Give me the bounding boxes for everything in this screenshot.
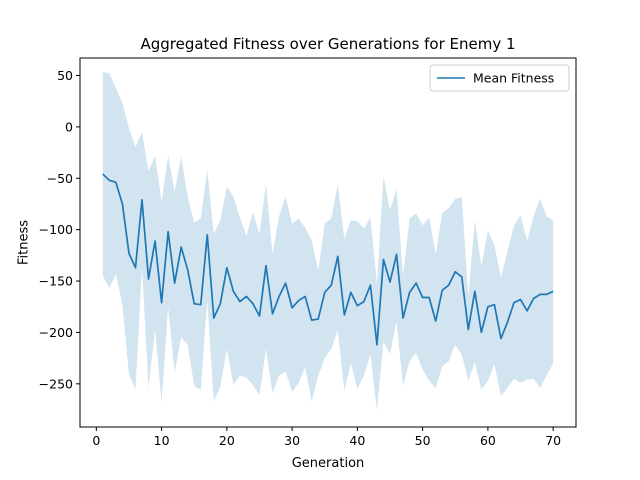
legend-label: Mean Fitness <box>473 71 554 86</box>
legend-box <box>429 64 570 92</box>
y-tick-label: −250 <box>39 376 73 391</box>
y-tick-label: −100 <box>39 222 73 237</box>
x-tick-label: 30 <box>284 433 300 448</box>
x-tick-label: 60 <box>480 433 496 448</box>
x-tick-label: 50 <box>415 433 431 448</box>
x-axis-label: Generation <box>292 456 365 471</box>
y-tick-label: 0 <box>65 119 73 134</box>
legend: Mean Fitness <box>429 64 570 92</box>
y-axis-label: Fitness <box>17 220 32 265</box>
y-tick-label: −50 <box>47 171 73 186</box>
y-tick-label: 50 <box>57 68 73 83</box>
x-tick-label: 20 <box>219 433 235 448</box>
y-tick-label: −150 <box>39 274 73 289</box>
x-tick-label: 10 <box>154 433 170 448</box>
x-tick-label: 0 <box>92 433 100 448</box>
plot-area <box>102 72 554 411</box>
y-tick-label: −200 <box>39 325 73 340</box>
chart-title: Aggregated Fitness over Generations for … <box>140 35 515 53</box>
x-tick-label: 70 <box>545 433 561 448</box>
x-tick-label: 40 <box>349 433 365 448</box>
fitness-range-band <box>102 72 554 411</box>
axes-frame <box>79 57 577 428</box>
mean-fitness-line <box>102 173 554 346</box>
axis-ticks: 0 10 20 30 40 50 60 70 −250 −200 −150 −100 −50 0 50 <box>39 68 562 448</box>
